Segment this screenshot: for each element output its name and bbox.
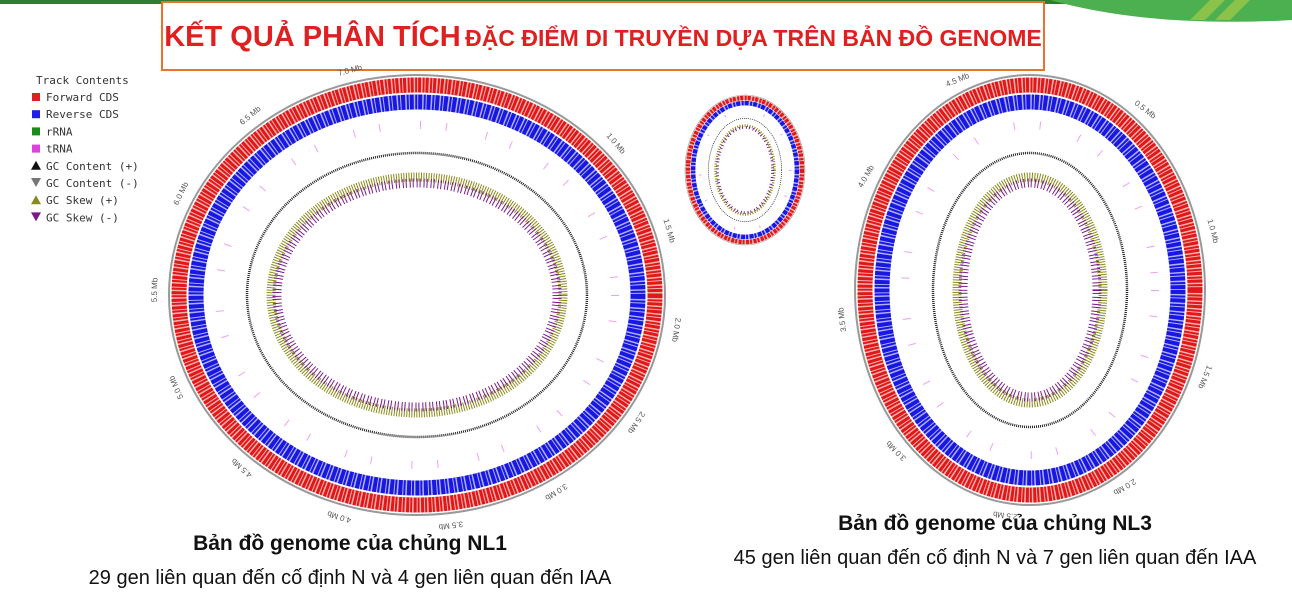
gc-content: [708, 118, 782, 222]
scale-label: 5.5 Mb: [150, 277, 160, 302]
reverse-cds: [690, 100, 800, 240]
legend-title: Track Contents: [36, 74, 129, 87]
gc-content: [931, 151, 1129, 429]
gc-content: [245, 151, 589, 439]
outer-ring: [854, 74, 1206, 506]
reverse-cds: [188, 94, 646, 496]
gc-skew-plus: [714, 124, 776, 216]
scale-label: 1.5 Mb: [661, 218, 677, 245]
legend-swatch: [31, 212, 41, 222]
scale-label: 2.0 Mb: [1111, 477, 1137, 497]
map-description: 29 gen liên quan đến cố định N và 4 gen …: [89, 567, 612, 589]
scale-label: 2.0 Mb: [670, 317, 683, 343]
gc-skew-minus: [716, 126, 774, 214]
map-description: 45 gen liên quan đến cố định N và 7 gen …: [734, 547, 1257, 569]
legend-swatch: [32, 144, 40, 153]
legend-swatch: [31, 178, 41, 187]
legend-item: tRNA: [46, 143, 73, 156]
reverse-cds: [874, 94, 1186, 486]
legend-swatch: [32, 93, 40, 101]
scale-label: 4.5 Mb: [229, 456, 254, 479]
gc-skew-plus: [952, 172, 1108, 408]
trna-track: [901, 121, 1159, 459]
legend-item: rRNA: [46, 125, 73, 138]
scale-label: 4.5 Mb: [944, 71, 971, 89]
legend: Track Contents Forward CDS Reverse CDS rRNA…: [31, 74, 139, 224]
title-box: [161, 1, 1045, 71]
scale-label: 6.0 Mb: [172, 180, 191, 206]
scale-label: 0.5 Mb: [1133, 99, 1158, 121]
gc-skew-minus: [958, 178, 1102, 402]
forward-cds: [857, 77, 1203, 503]
trna-track: [215, 121, 619, 469]
scale-label: 3.5 Mb: [438, 519, 464, 531]
scale-label: 1.0 Mb: [1205, 218, 1220, 244]
legend-item: GC Skew (-): [46, 211, 119, 224]
legend-swatch: [32, 127, 40, 136]
scale-label: 2.5 Mb: [992, 509, 1018, 521]
legend-item: GC Content (-): [46, 177, 139, 190]
leaf-decoration: [1050, 0, 1292, 22]
genome-maps: 1.0 Mb 1.5 Mb 2.0 Mb 2.5 Mb 3.0 Mb 3.5 Mb 4.0 …: [89, 63, 1257, 589]
title-main: KẾT QUẢ PHÂN TÍCH: [164, 19, 460, 53]
legend-item: GC Skew (+): [46, 194, 119, 207]
scale-label: 1.5 Mb: [1196, 364, 1214, 391]
trna-track: [698, 108, 792, 232]
scale-label: 1.0 Mb: [605, 131, 628, 156]
scale-label: 4.0 Mb: [856, 163, 876, 189]
legend-item: GC Content (+): [46, 160, 139, 173]
forward-cds: [685, 95, 805, 245]
scale-label: 4.0 Mb: [326, 509, 353, 525]
leaf-decoration: [1190, 0, 1250, 20]
title-rest: ĐẶC ĐIỂM DI TRUYỀN DỰA TRÊN BẢN ĐỒ GENOM…: [465, 23, 1042, 51]
scale-label: 3.0 Mb: [543, 482, 569, 503]
gc-skew-minus: [272, 178, 562, 412]
scale-label: 3.0 Mb: [884, 439, 908, 463]
scale-label: 6.5 Mb: [238, 104, 263, 127]
outer-ring: [168, 74, 666, 516]
legend-swatch: [31, 195, 41, 205]
scale-label: 5.0 Mb: [167, 374, 185, 401]
scale-label: 2.5 Mb: [626, 410, 647, 436]
scale-label: 3.5 Mb: [836, 306, 848, 332]
legend-item: Forward CDS: [46, 91, 119, 104]
legend-item: Reverse CDS: [46, 108, 119, 121]
outer-ring: [684, 94, 806, 246]
slide-title: KẾT QUẢ PHÂN TÍCH ĐẶC ĐIỂM DI TRUYỀN DỰA…: [164, 19, 1042, 53]
gc-skew-plus: [266, 172, 568, 418]
map-caption: Bản đồ genome của chủng NL3: [838, 512, 1152, 535]
legend-swatch: [32, 110, 40, 119]
map-caption: Bản đồ genome của chủng NL1: [193, 532, 507, 555]
legend-swatch: [31, 160, 41, 170]
forward-cds: [171, 77, 663, 513]
